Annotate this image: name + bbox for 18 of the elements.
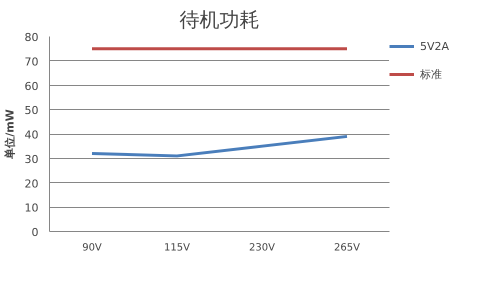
x-tick-label: 90V [82, 242, 102, 254]
x-tick-label: 230V [249, 242, 276, 254]
legend-label: 5V2A [420, 40, 450, 52]
y-tick-label: 30 [24, 152, 39, 166]
x-tick-label: 265V [334, 242, 360, 254]
y-tick-label: 40 [24, 128, 39, 142]
y-tick-label: 10 [24, 202, 39, 215]
y-tick-label: 80 [24, 31, 39, 44]
legend-label: 标准 [420, 66, 442, 82]
y-tick-label: 60 [24, 80, 39, 93]
y-axis-title: 单位/mW [4, 109, 17, 160]
x-tick-label: 115V [164, 242, 190, 254]
y-tick-label: 0 [32, 226, 38, 239]
y-tick-label: 50 [24, 104, 39, 118]
y-tick-label: 70 [24, 55, 39, 68]
y-tick-label: 20 [24, 177, 39, 190]
chart-title: 待机功耗 [180, 8, 260, 32]
line-series [90, 134, 348, 158]
